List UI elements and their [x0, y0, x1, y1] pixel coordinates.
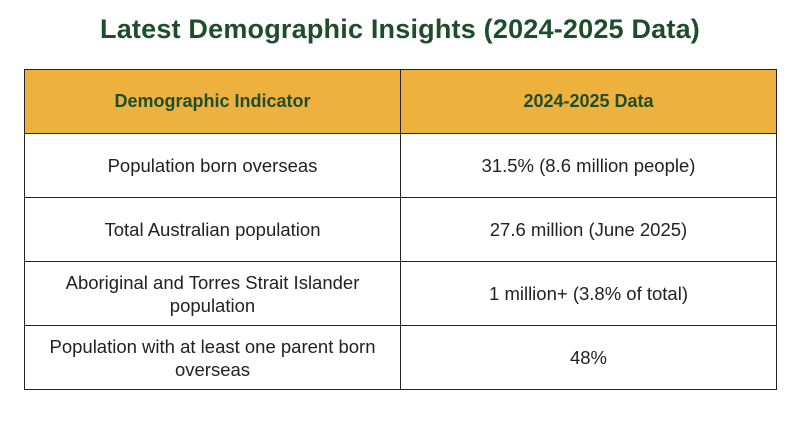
table-row: Population born overseas 31.5% (8.6 milli…	[24, 133, 777, 198]
table-cell: 1 million+ (3.8% of total)	[400, 261, 777, 326]
table-cell: Total Australian population	[24, 197, 401, 262]
header-row: Demographic Indicator 2024-2025 Data	[24, 69, 777, 134]
table-row: Population with at least one parent born…	[24, 325, 777, 390]
table-cell: 27.6 million (June 2025)	[400, 197, 777, 262]
table-cell: Population born overseas	[24, 133, 401, 198]
table-row: Aboriginal and Torres Strait Islander po…	[24, 261, 777, 326]
column-header: Demographic Indicator	[24, 69, 401, 134]
table-body: Population born overseas 31.5% (8.6 milli…	[24, 133, 777, 390]
table-cell: Population with at least one parent born…	[24, 325, 401, 390]
table-head: Demographic Indicator 2024-2025 Data	[24, 69, 777, 134]
table-cell: 48%	[400, 325, 777, 390]
column-header: 2024-2025 Data	[400, 69, 777, 134]
table-cell: Aboriginal and Torres Strait Islander po…	[24, 261, 401, 326]
table-row: Total Australian population 27.6 million …	[24, 197, 777, 262]
data-table: Demographic Indicator 2024-2025 Data Pop…	[24, 69, 777, 390]
page-title: Latest Demographic Insights (2024-2025 D…	[100, 14, 700, 44]
table-cell: 31.5% (8.6 million people)	[400, 133, 777, 198]
